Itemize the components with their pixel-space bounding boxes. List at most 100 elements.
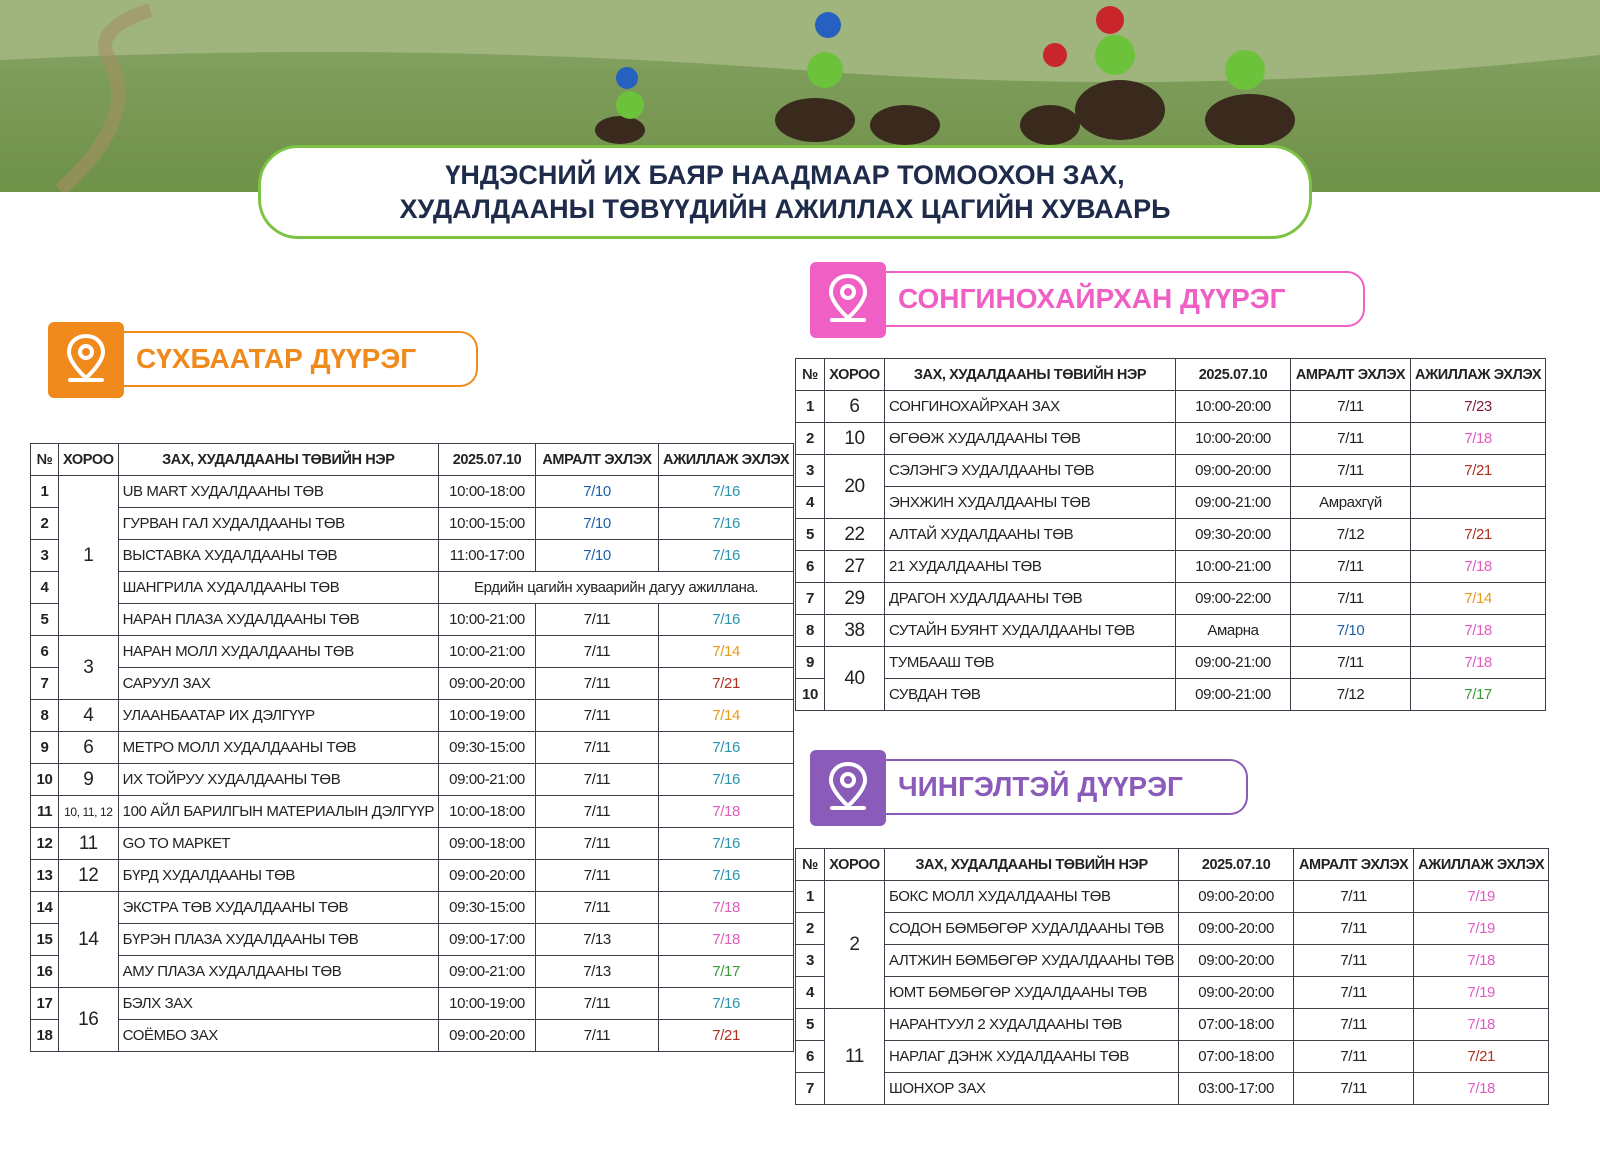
title-line: ХУДАЛДААНЫ ТӨВҮҮДИЙН АЖИЛЛАХ ЦАГИЙН ХУВА…: [399, 194, 1171, 224]
khoroo: 11: [824, 1008, 885, 1105]
hours: 09:00-20:00: [1178, 912, 1295, 945]
rest-start: 7/11: [1293, 1040, 1415, 1073]
center-name: 21 ХУДАЛДААНЫ ТӨВ: [884, 550, 1176, 583]
rest-start: 7/11: [1293, 880, 1415, 913]
column-header: 2025.07.10: [438, 443, 537, 476]
khoroo: 22: [824, 518, 885, 551]
row-number: 2: [795, 422, 825, 455]
open-start: 7/18: [1409, 422, 1547, 455]
row: 1 6 СОНГИНОХАЙРХАН ЗАХ 10:00-20:00 7/11 7/23: [795, 390, 1547, 423]
row: 16 АМУ ПЛАЗА ХУДАЛДААНЫ ТӨВ 09:00-21:00 7/1…: [30, 955, 795, 988]
rest-start: 7/11: [535, 827, 660, 860]
row-number: 10: [30, 763, 59, 796]
rest-start: 7/11: [1290, 582, 1411, 615]
hours: 10:00-19:00: [438, 699, 537, 732]
row: 3 ВЫСТАВКА ХУДАЛДААНЫ ТӨВ 11:00-17:00 7/10 7…: [30, 539, 795, 572]
open-start: 7/19: [1413, 976, 1550, 1009]
center-name: НАРЛАГ ДЭНЖ ХУДАЛДААНЫ ТӨВ: [883, 1040, 1180, 1073]
open-start: 7/17: [658, 955, 795, 988]
row: 15 БҮРЭН ПЛАЗА ХУДАЛДААНЫ ТӨВ 09:00-17:00 7…: [30, 923, 795, 956]
open-start: 7/14: [658, 699, 795, 732]
center-name: СУВДАН ТӨВ: [884, 678, 1176, 711]
schedule-table: № ХОРОО ЗАХ, ХУДАЛДААНЫ ТӨВИЙН НЭР 2025.07.…: [795, 358, 1547, 711]
row-number: 7: [795, 1072, 825, 1105]
row: 7 ШОНХОР ЗАХ 03:00-17:00 7/11 7/18: [795, 1072, 1550, 1105]
center-name: САРУУЛ ЗАХ: [117, 667, 440, 700]
row: 4 ШАНГРИЛА ХУДАЛДААНЫ ТӨВ Ердийн цагийн ху…: [30, 571, 795, 604]
row: 7 САРУУЛ ЗАХ 09:00-20:00 7/11 7/21: [30, 667, 795, 700]
rest-start: 7/10: [535, 475, 660, 508]
pin-icon: [810, 750, 886, 826]
rest-start: 7/11: [1293, 912, 1415, 945]
schedule-table: № ХОРОО ЗАХ, ХУДАЛДААНЫ ТӨВИЙН НЭР 2025.07.…: [30, 443, 795, 1052]
hours: 09:00-21:00: [438, 955, 537, 988]
open-start: 7/18: [1413, 1008, 1550, 1041]
row: 4 ЭНХЖИН ХУДАЛДААНЫ ТӨВ 09:00-21:00 Амрахгү…: [795, 486, 1547, 519]
row-number: 6: [795, 1040, 825, 1073]
open-start: 7/17: [1409, 678, 1547, 711]
column-header: АМРАЛТ ЭХЛЭХ: [535, 443, 660, 476]
center-name: СУТАЙН БУЯНТ ХУДАЛДААНЫ ТӨВ: [884, 614, 1176, 647]
row: 3 АЛТЖИН БӨМБӨГӨР ХУДАЛДААНЫ ТӨВ 09:00-20:…: [795, 944, 1550, 977]
center-name: ВЫСТАВКА ХУДАЛДААНЫ ТӨВ: [117, 539, 440, 572]
open-start: 7/16: [658, 859, 795, 892]
rest-start: 7/10: [1290, 614, 1411, 647]
row-number: 3: [795, 454, 825, 487]
row-number: 4: [795, 976, 825, 1009]
center-name: ЮМТ БӨМБӨГӨР ХУДАЛДААНЫ ТӨВ: [883, 976, 1180, 1009]
open-start: 7/18: [1409, 614, 1547, 647]
center-name: СОДОН БӨМБӨГӨР ХУДАЛДААНЫ ТӨВ: [883, 912, 1180, 945]
rest-start: 7/11: [1293, 944, 1415, 977]
open-start: 7/19: [1413, 912, 1550, 945]
row-number: 17: [30, 987, 59, 1020]
hours: 09:00-18:00: [438, 827, 537, 860]
center-name: БЭЛХ ЗАХ: [117, 987, 440, 1020]
rest-start: 7/11: [535, 699, 660, 732]
khoroo: 12: [58, 859, 119, 892]
column-header: АЖИЛЛАЖ ЭХЛЭХ: [658, 443, 795, 476]
center-name: БОКС МОЛЛ ХУДАЛДААНЫ ТӨВ: [883, 880, 1180, 913]
hours: 11:00-17:00: [438, 539, 537, 572]
row: 6 3 НАРАН МОЛЛ ХУДАЛДААНЫ ТӨВ 10:00-21:00 7/…: [30, 635, 795, 700]
hours: 07:00-18:00: [1178, 1008, 1295, 1041]
column-header: АЖИЛЛАЖ ЭХЛЭХ: [1413, 848, 1550, 881]
center-name: ЭНХЖИН ХУДАЛДААНЫ ТӨВ: [884, 486, 1176, 519]
row-number: 2: [30, 507, 59, 540]
khoroo: 16: [58, 987, 119, 1052]
rest-start: 7/11: [1290, 390, 1411, 423]
hours: 09:00-20:00: [438, 667, 537, 700]
district-title: ЧИНГЭЛТЭЙ ДҮҮРЭГ: [880, 759, 1248, 815]
rest-start: 7/12: [1290, 518, 1411, 551]
center-name: БҮРД ХУДАЛДААНЫ ТӨВ: [117, 859, 440, 892]
row: 5 22 АЛТАЙ ХУДАЛДААНЫ ТӨВ 09:30-20:00 7/12 7/…: [795, 518, 1547, 551]
hours: 09:00-21:00: [1175, 646, 1291, 679]
rest-start: 7/11: [535, 731, 660, 764]
rest-start: 7/11: [1290, 422, 1411, 455]
hours: 10:00-20:00: [1175, 422, 1291, 455]
rest-start: 7/11: [1290, 454, 1411, 487]
column-header: АМРАЛТ ЭХЛЭХ: [1293, 848, 1415, 881]
open-start: 7/16: [658, 475, 795, 508]
open-start: 7/18: [658, 795, 795, 828]
row: 2 ГУРВАН ГАЛ ХУДАЛДААНЫ ТӨВ 10:00-15:00 7/1…: [30, 507, 795, 540]
rest-start: 7/11: [1290, 550, 1411, 583]
rest-start: 7/11: [1293, 1008, 1415, 1041]
open-start: 7/19: [1413, 880, 1550, 913]
row: 9 6 МЕТРО МОЛЛ ХУДАЛДААНЫ ТӨВ 09:30-15:00 7/…: [30, 731, 795, 764]
row: 5 НАРАН ПЛАЗА ХУДАЛДААНЫ ТӨВ 10:00-21:00 7/…: [30, 603, 795, 636]
row-number: 4: [795, 486, 825, 519]
open-start: 7/18: [658, 891, 795, 924]
center-name: ДРАГОН ХУДАЛДААНЫ ТӨВ: [884, 582, 1176, 615]
schedule-table: № ХОРОО ЗАХ, ХУДАЛДААНЫ ТӨВИЙН НЭР 2025.07.…: [795, 848, 1550, 1105]
column-header: №: [30, 443, 59, 476]
khoroo: 38: [824, 614, 885, 647]
hours: 10:00-15:00: [438, 507, 537, 540]
row: 8 4 УЛААНБААТАР ИХ ДЭЛГҮҮР 10:00-19:00 7/11 7…: [30, 699, 795, 732]
row-number: 3: [30, 539, 59, 572]
row-number: 5: [30, 603, 59, 636]
hours: 10:00-18:00: [438, 795, 537, 828]
open-start: 7/16: [658, 539, 795, 572]
column-header: 2025.07.10: [1178, 848, 1295, 881]
hours: 10:00-21:00: [438, 635, 537, 668]
